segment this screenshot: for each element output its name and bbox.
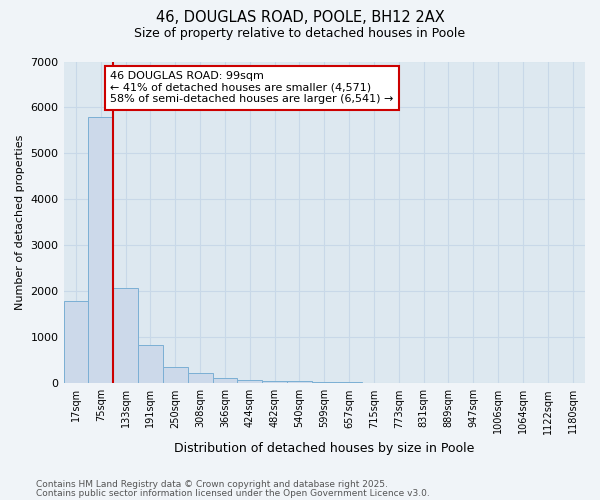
- Bar: [212, 378, 238, 384]
- Text: Contains public sector information licensed under the Open Government Licence v3: Contains public sector information licen…: [36, 489, 430, 498]
- Text: 46, DOUGLAS ROAD, POOLE, BH12 2AX: 46, DOUGLAS ROAD, POOLE, BH12 2AX: [155, 10, 445, 25]
- Bar: [287, 382, 312, 384]
- Bar: [312, 382, 337, 384]
- Bar: [88, 116, 113, 384]
- Bar: [238, 380, 262, 384]
- Bar: [188, 373, 212, 384]
- Bar: [262, 381, 287, 384]
- Bar: [138, 345, 163, 384]
- Text: Size of property relative to detached houses in Poole: Size of property relative to detached ho…: [134, 28, 466, 40]
- Bar: [113, 288, 138, 384]
- Text: Contains HM Land Registry data © Crown copyright and database right 2025.: Contains HM Land Registry data © Crown c…: [36, 480, 388, 489]
- Y-axis label: Number of detached properties: Number of detached properties: [15, 134, 25, 310]
- Bar: [64, 300, 88, 384]
- Text: 46 DOUGLAS ROAD: 99sqm
← 41% of detached houses are smaller (4,571)
58% of semi-: 46 DOUGLAS ROAD: 99sqm ← 41% of detached…: [110, 71, 394, 104]
- Bar: [337, 382, 362, 384]
- X-axis label: Distribution of detached houses by size in Poole: Distribution of detached houses by size …: [174, 442, 475, 455]
- Bar: [163, 367, 188, 384]
